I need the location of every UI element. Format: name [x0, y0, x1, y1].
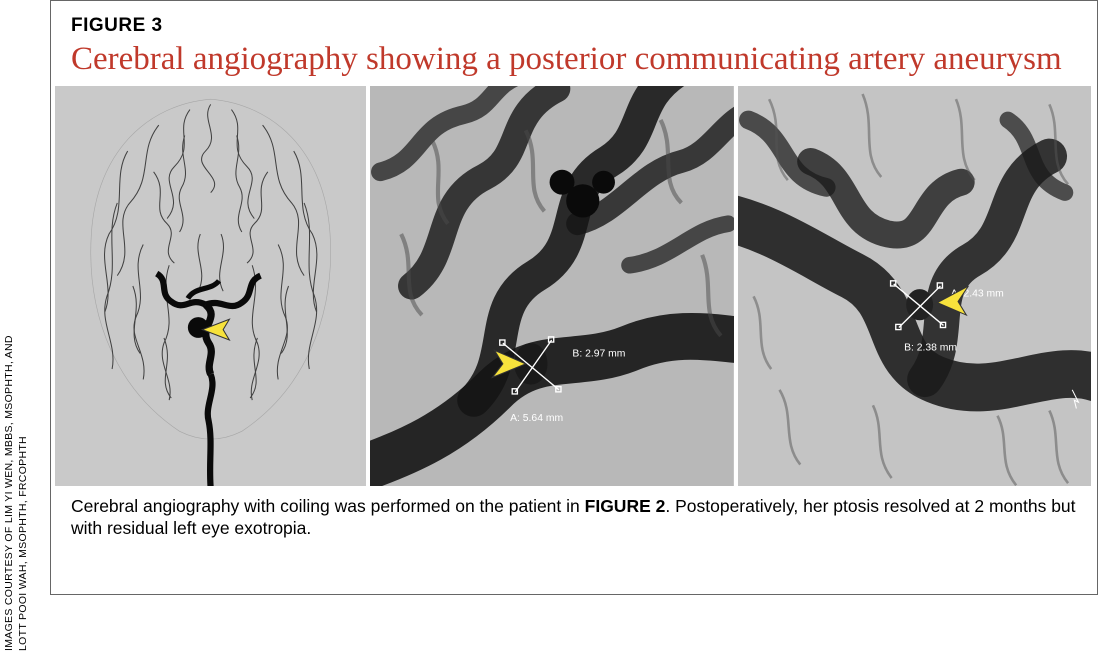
- measurement-c-B: B: 2.38 mm: [904, 342, 957, 353]
- image-panels: B: 2.97 mm A: 5.64 mm: [51, 86, 1097, 486]
- measurement-b-A: A: 5.64 mm: [511, 413, 564, 424]
- angiogram-panel-b: B: 2.97 mm A: 5.64 mm: [370, 86, 733, 486]
- figure-caption: Cerebral angiography with coiling was pe…: [51, 486, 1097, 552]
- caption-ref: FIGURE 2: [585, 496, 666, 516]
- measurement-b-B: B: 2.97 mm: [573, 349, 626, 360]
- figure-title: Cerebral angiography showing a posterior…: [51, 41, 1097, 86]
- credit-line-2: LOTT POOI WAH, MSOPHTH, FRCOPHTH: [16, 251, 30, 651]
- credit-line-1: IMAGES COURTESY OF LIM YI WEN, MBBS, MSO…: [2, 251, 16, 651]
- caption-prefix: Cerebral angiography with coiling was pe…: [71, 496, 585, 516]
- angiogram-panel-a: [55, 86, 366, 486]
- figure-label: FIGURE 3: [51, 1, 1097, 41]
- figure-frame: FIGURE 3 Cerebral angiography showing a …: [50, 0, 1098, 595]
- angiogram-panel-c: A: 2.43 mm B: 2.38 mm: [738, 86, 1091, 486]
